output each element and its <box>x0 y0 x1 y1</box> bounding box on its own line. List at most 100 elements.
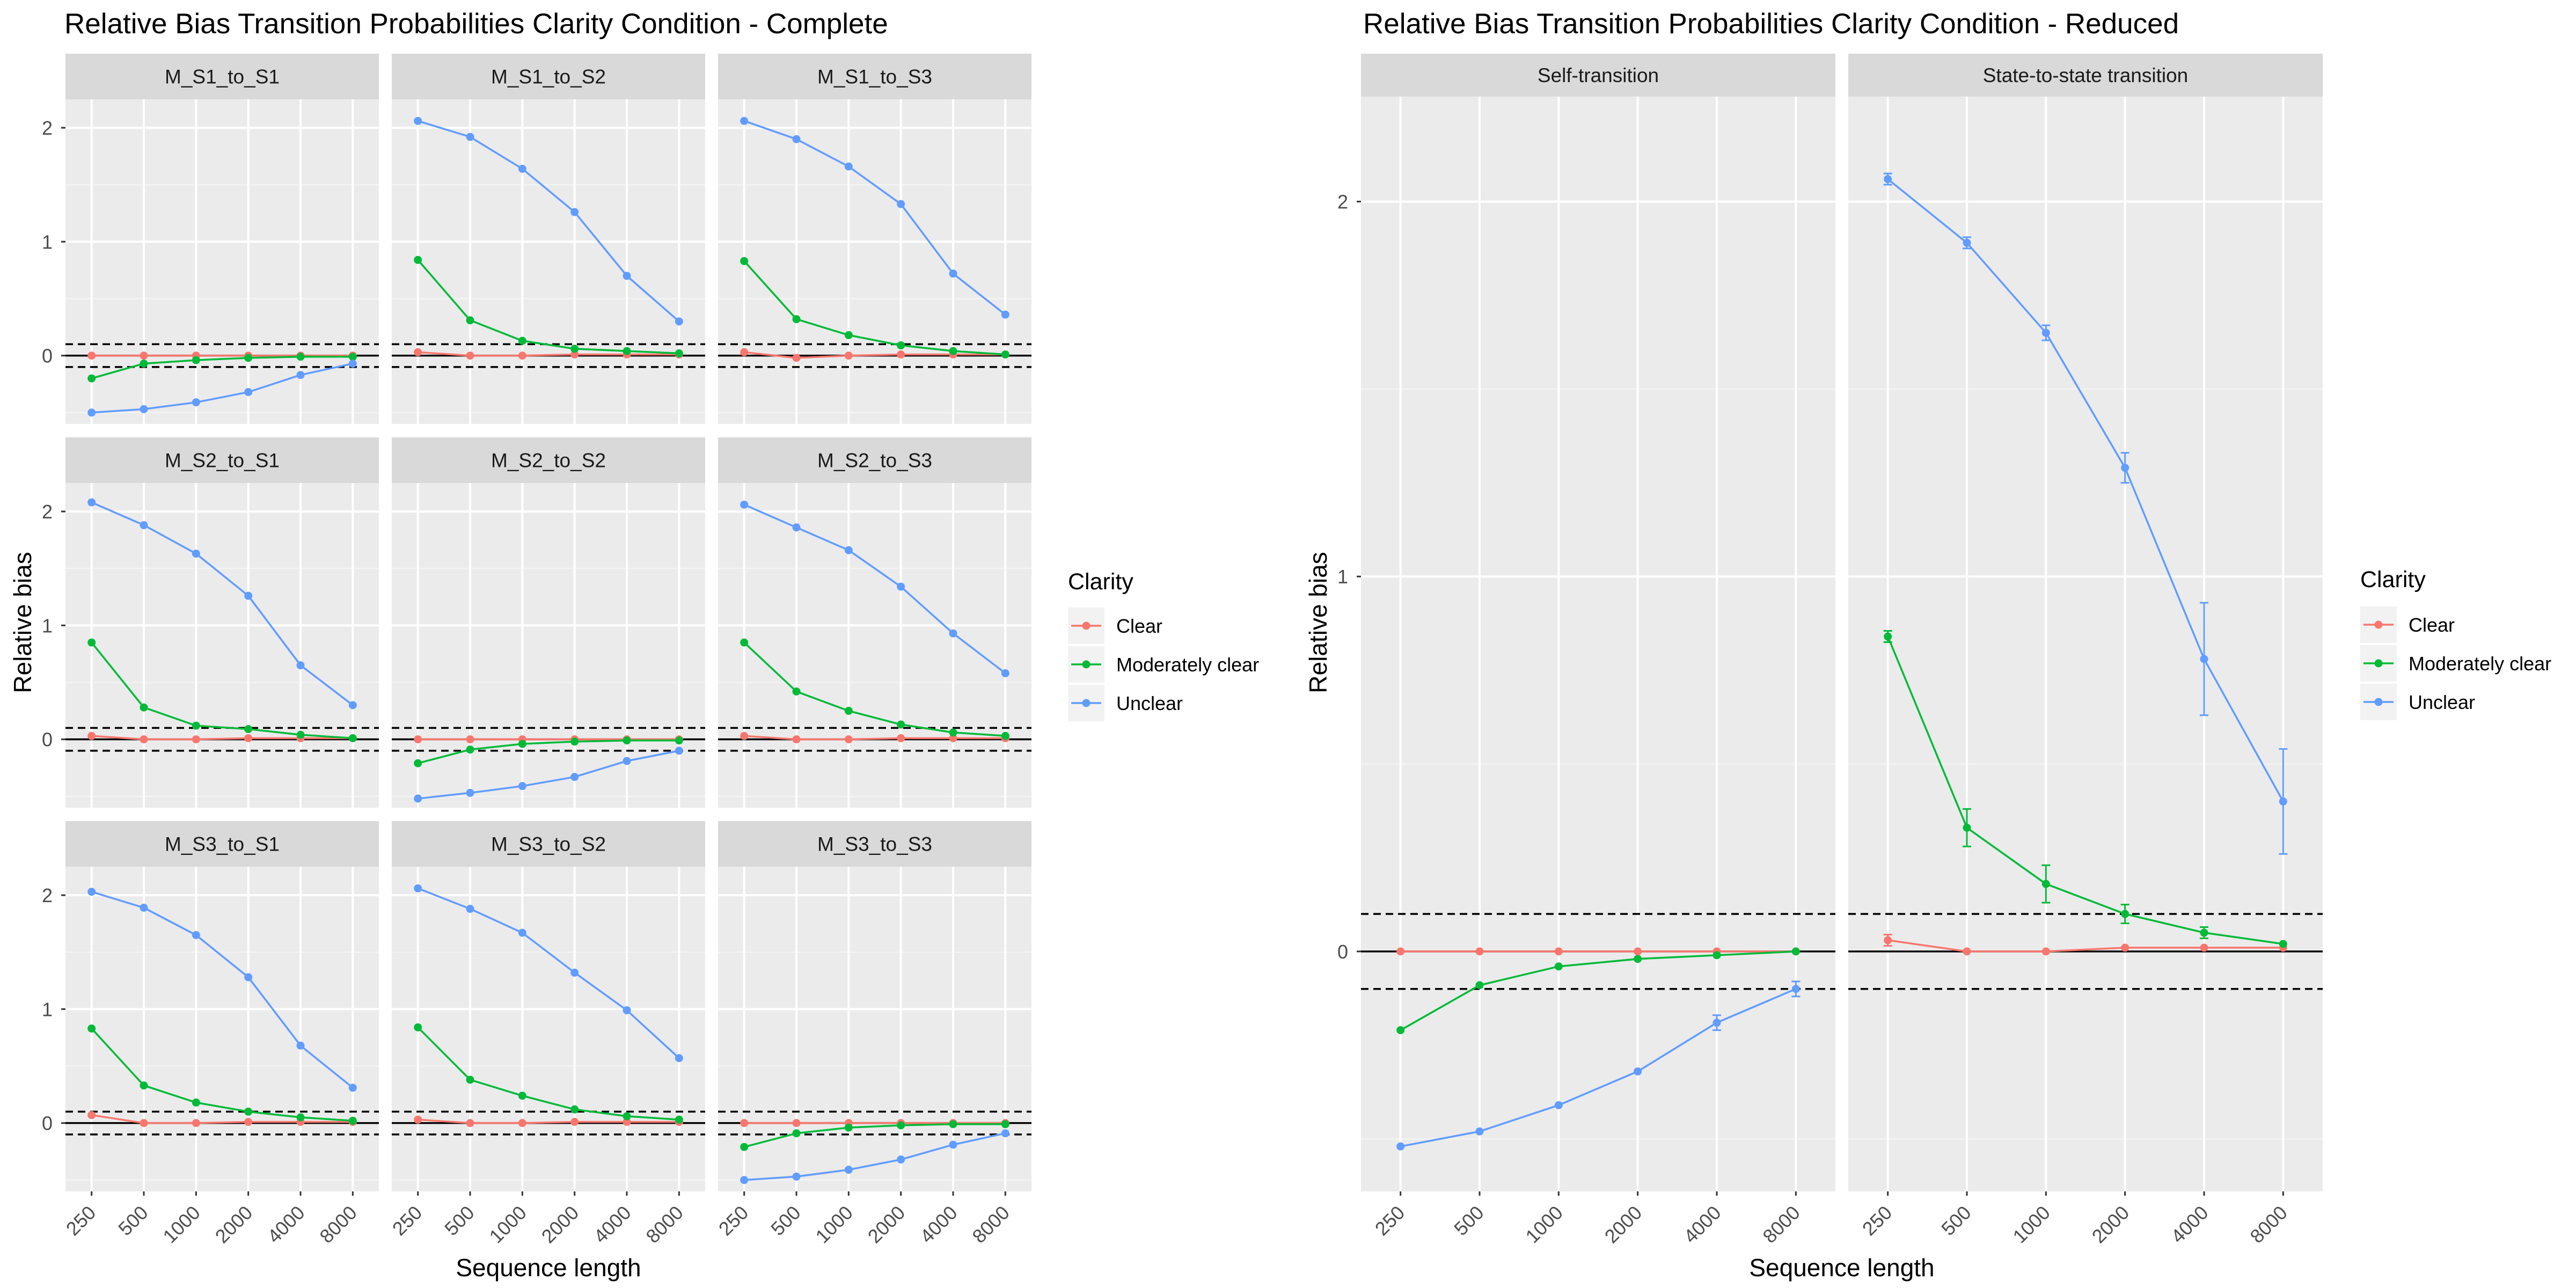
facet-strip-label: M_S2_to_S1 <box>165 450 280 472</box>
panel-m-s2-to-s1: M_S2_to_S1 0 1 2 <box>42 437 379 808</box>
series-moderately-clear-point <box>1634 955 1642 963</box>
series-clear-point <box>244 1118 253 1126</box>
series-clear-point <box>740 731 749 740</box>
series-unclear-point <box>414 884 422 892</box>
series-moderately-clear-point <box>296 1113 305 1122</box>
series-moderately-clear-point <box>740 257 749 265</box>
series-unclear-point <box>623 757 631 765</box>
facet-strip <box>65 821 379 867</box>
x-tick-label: 8000 <box>968 1202 1014 1248</box>
legend-title: Clarity <box>1068 569 1133 595</box>
series-clear-point <box>792 735 801 744</box>
series-moderately-clear-point <box>466 745 474 754</box>
series-unclear-point <box>949 1140 957 1149</box>
series-unclear-point <box>244 973 253 982</box>
series-moderately-clear-point <box>87 1024 96 1033</box>
legend-key-point <box>1082 699 1091 707</box>
series-moderately-clear-point <box>897 341 905 350</box>
series-moderately-clear-point <box>140 1081 148 1090</box>
series-unclear-line <box>743 503 1006 674</box>
x-tick-label: 1000 <box>2008 1202 2054 1248</box>
series-clear-point <box>792 1119 801 1128</box>
series-clear-point <box>740 348 749 356</box>
series-unclear-line <box>418 887 680 1059</box>
series-moderately-clear-line <box>417 259 679 355</box>
facet-strip <box>1848 54 2323 97</box>
series-unclear-point <box>140 521 148 530</box>
series-unclear-line <box>744 1132 1006 1181</box>
series-unclear-point <box>2279 797 2287 806</box>
series-clear-point <box>1884 936 1892 945</box>
x-tick-label: 4000 <box>263 1202 309 1248</box>
series-unclear-point <box>414 116 422 125</box>
series-moderately-clear-point <box>192 356 200 364</box>
facet-strip <box>392 54 705 99</box>
series-unclear-point <box>466 133 474 141</box>
series-unclear-line <box>418 750 679 800</box>
x-tick-label: 500 <box>440 1202 478 1240</box>
x-tick-label: 4000 <box>916 1202 962 1248</box>
series-clear-point <box>570 350 579 359</box>
series-clear-point <box>2121 943 2129 952</box>
reduced-y-axis-title: Relative bias <box>1304 552 1332 693</box>
series-unclear-point <box>87 888 96 896</box>
series-unclear-point <box>1001 1129 1009 1138</box>
series-clear-point <box>2041 947 2050 956</box>
series-clear-line <box>91 735 353 741</box>
series-unclear-point <box>792 523 801 532</box>
facet-strip-label: M_S3_to_S1 <box>165 833 280 855</box>
series-unclear-point <box>87 408 96 417</box>
x-tick-label: 2000 <box>537 1202 583 1248</box>
series-clear-line <box>91 1114 353 1124</box>
series-moderately-clear-point <box>844 1123 853 1132</box>
panel-background <box>392 867 705 1191</box>
series-clear-point <box>1475 947 1484 956</box>
series-clear-point <box>1963 947 1971 956</box>
x-tick-label: 1000 <box>158 1202 204 1248</box>
series-clear-point <box>87 352 96 360</box>
x-tick-label: 2000 <box>211 1202 257 1248</box>
series-clear-point <box>792 354 801 362</box>
panel-m-s1-to-s3: M_S1_to_S3 <box>718 54 1031 424</box>
facet-strip <box>718 54 1031 99</box>
series-unclear-point <box>296 371 305 379</box>
series-unclear-point <box>140 405 148 413</box>
series-unclear-point <box>844 1166 853 1174</box>
series-unclear-point <box>897 1155 905 1164</box>
series-unclear-point <box>844 546 853 554</box>
series-unclear-line <box>91 891 354 1089</box>
series-unclear-point <box>244 591 253 600</box>
series-moderately-clear-line <box>1887 636 2284 945</box>
series-unclear-line <box>744 120 1006 316</box>
panel-background <box>392 99 705 424</box>
series-clear-line <box>418 1118 679 1124</box>
series-unclear-point <box>897 200 905 208</box>
series-clear-point <box>140 352 148 360</box>
series-unclear-point <box>1001 669 1009 678</box>
x-tick-label: 250 <box>388 1202 426 1240</box>
facet-strip <box>718 437 1031 483</box>
series-clear-point <box>140 1119 148 1128</box>
legend-key-point <box>2374 659 2383 668</box>
panel-m-s2-to-s2: M_S2_to_S2 <box>392 437 705 808</box>
series-clear-point <box>466 1119 474 1128</box>
legend-title: Clarity <box>2360 567 2426 592</box>
series-clear-point <box>1396 947 1405 956</box>
facet-strip <box>65 437 379 483</box>
series-clear-point <box>844 735 853 744</box>
series-clear-point <box>518 1119 526 1128</box>
series-clear-point <box>192 735 200 744</box>
series-moderately-clear-point <box>675 349 683 357</box>
series-moderately-clear-point <box>1001 350 1009 359</box>
series-moderately-clear-point <box>792 687 801 696</box>
series-clear-point <box>1634 947 1642 956</box>
series-moderately-clear-point <box>518 740 526 748</box>
x-tick-label: 250 <box>62 1202 100 1240</box>
series-clear-point <box>570 1118 579 1126</box>
series-unclear-point <box>570 968 579 977</box>
panel-background <box>1848 97 2323 1191</box>
complete-legend: Clarity Clear Moderately clear Unclear <box>1068 569 1259 721</box>
x-tick-label: 250 <box>1858 1202 1896 1240</box>
series-unclear-point <box>740 1176 749 1184</box>
x-tick-label: 250 <box>1371 1202 1409 1240</box>
